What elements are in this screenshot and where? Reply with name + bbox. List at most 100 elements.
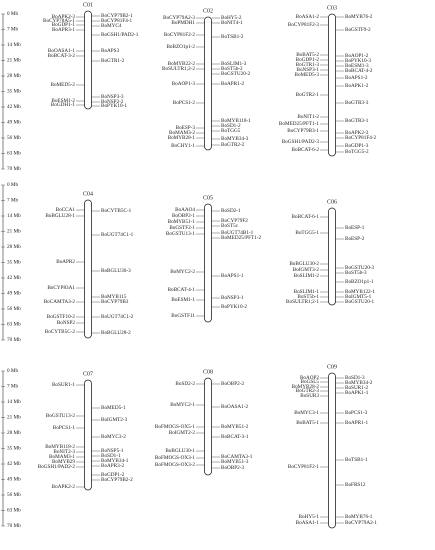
gene-label: BoBCAT-4-1 xyxy=(168,287,196,293)
gene-label: BoGTR3-1 xyxy=(345,118,369,124)
gene-label: BoAPS1-1 xyxy=(221,273,244,279)
scale-label: 63 Mb xyxy=(7,151,21,157)
chromosome-name: C05 xyxy=(203,195,213,201)
chromosome xyxy=(328,13,336,157)
gene-label: BoMYC2-2 xyxy=(170,269,195,275)
gene-label: BoBCAT-3-1 xyxy=(221,434,249,440)
gene-label: BoMYB28-2 xyxy=(292,384,320,390)
gene-label: BoCYP81F4-1 xyxy=(101,18,133,24)
gene-label: BoAPR2 xyxy=(56,259,75,265)
gene-label: BoMYB76-2 xyxy=(345,14,373,20)
chromosome xyxy=(84,199,92,339)
gene-label: BoGTR2-1 xyxy=(296,92,320,98)
gene-label: BoMYC3-1 xyxy=(294,410,319,416)
gene-label: BoIGMT3-2 xyxy=(293,267,320,273)
gene-label: BoTGG5-1 xyxy=(295,230,319,236)
gene-label: BoAPK2-3 xyxy=(52,14,76,20)
gene-label: BoESM1-2 xyxy=(51,98,75,104)
gene-label: BoSUR3 xyxy=(300,393,319,399)
gene-label: BoAOP1-2 xyxy=(345,53,369,59)
gene-label: BoPYK10-1 xyxy=(101,103,127,109)
gene-label: BoMED25/PFT1-1 xyxy=(279,121,319,127)
gene-label: BoHY5-2 xyxy=(221,15,242,21)
gene-label: BoTSB1-2 xyxy=(221,34,244,40)
gene-label: BoCYP79B2-1 xyxy=(101,13,133,19)
gene-label: BoCYP79B3-1 xyxy=(287,128,319,134)
gene-label: BoNSP3-1 xyxy=(297,67,320,73)
scale-label: 28 Mb xyxy=(7,244,21,250)
chromosome xyxy=(204,203,212,323)
gene-label: BoAPK2-3 xyxy=(345,130,369,136)
gene-label: BoGSH1/PAD2-3 xyxy=(282,139,320,145)
gene-label: BoFMOGS-OX5-1 xyxy=(155,424,195,430)
gene-label: BoMYB34-3 xyxy=(221,136,249,142)
gene-label: BoNSP3-1 xyxy=(221,295,244,301)
gene-label: BoCAMTA3-1 xyxy=(221,454,253,460)
gene-label: BoCYP81F4-2 xyxy=(345,135,377,141)
scale-label: 7 Mb xyxy=(7,198,19,204)
gene-label: BoMYB28-1 xyxy=(168,135,196,141)
chromosome-name: C01 xyxy=(83,2,93,8)
gene-label: BoCYP78A5-1 xyxy=(43,18,75,24)
gene-label: BoBGLU30-1 xyxy=(165,448,195,454)
scale-label: 14 Mb xyxy=(7,42,21,48)
gene-label: BoTGG5-2 xyxy=(345,149,369,155)
gene-label: BoBGLU30-2 xyxy=(289,261,319,267)
scale-label: 35 Mb xyxy=(7,446,21,452)
chromosome-name: C04 xyxy=(83,191,93,197)
gene-label: BoOBP2-3 xyxy=(221,465,244,471)
gene-label: BoBGLU30-3 xyxy=(101,268,131,274)
gene-label: BoGSTF2-1 xyxy=(169,225,195,231)
scale-label: 49 Mb xyxy=(7,477,21,483)
scale-label: 35 Mb xyxy=(7,260,21,266)
gene-label: BoOASA1-1 xyxy=(48,48,75,54)
gene-label: BoGTR2-3 xyxy=(296,388,320,394)
gene-label: BoCYP79A2-1 xyxy=(345,520,377,526)
gene-label: BoMYB51-3 xyxy=(221,459,249,465)
scale-label: 0 Mb xyxy=(7,182,19,188)
gene-label: BoGSL5 xyxy=(301,379,320,385)
scale-label: 21 Mb xyxy=(7,58,21,64)
gene-label: BoTGG5 xyxy=(221,128,241,134)
gene-label: BoFMOGS-OX3-1 xyxy=(155,455,195,461)
scale-label: 42 Mb xyxy=(7,461,21,467)
gene-label: BoUGT74B1-1 xyxy=(221,230,254,236)
gene-label: BoSLIM1-2 xyxy=(294,273,320,279)
gene-label: BoMYB34-1 xyxy=(101,458,129,464)
gene-label: BoGSTU13-2 xyxy=(46,413,76,419)
gene-label: BoSD1-1 xyxy=(101,453,121,459)
gene-label: BoMED5-3 xyxy=(295,72,320,78)
scale-label: 70 Mb xyxy=(7,337,21,343)
gene-label: BoGSTU20-3 xyxy=(345,265,375,271)
gene-label: BoAPS1-2 xyxy=(345,75,368,81)
scale-label: 56 Mb xyxy=(7,135,21,141)
gene-label: BoMYC3-2 xyxy=(101,434,126,440)
gene-label: BoPMDH1 xyxy=(171,20,195,26)
gene-label: BoGDP1-2 xyxy=(296,57,320,63)
gene-label: BoGDP1-3 xyxy=(345,143,369,149)
scale-label: 56 Mb xyxy=(7,492,21,498)
scale-label: 21 Mb xyxy=(7,415,21,421)
gene-label: BoAPS3 xyxy=(101,48,120,54)
gene-label: BoIGMT5-1 xyxy=(345,294,372,300)
scale-label: 63 Mb xyxy=(7,508,21,514)
gene-label: BoPYK10-3 xyxy=(345,58,371,64)
gene-label: BoAAO4 xyxy=(175,207,195,213)
gene-label: BoSULTR1;2-1 xyxy=(286,299,319,305)
chromosome xyxy=(204,377,212,476)
chromosome-name: C08 xyxy=(203,369,213,375)
gene-label: BoBAT5-2 xyxy=(296,52,319,58)
gene-label: BoIGMT2-3 xyxy=(101,417,128,423)
scale-label: 70 Mb xyxy=(7,523,21,529)
scale-label: 49 Mb xyxy=(7,120,21,126)
gene-label: BoMED25/PFT1-2 xyxy=(221,235,261,241)
gene-label: BoFMOGS-OX3-2 xyxy=(155,462,195,468)
gene-label: BoASA1-1 xyxy=(296,520,320,526)
chromosome xyxy=(328,207,336,306)
gene-label: BoCYP79A2-3 xyxy=(163,15,195,21)
gene-label: BoBZO1p1-2 xyxy=(166,44,195,50)
gene-label: BoPCS1-3 xyxy=(345,410,368,416)
gene-label: BoCYP83A1 xyxy=(47,285,75,291)
gene-label: BoIGMT2-2 xyxy=(169,430,196,436)
